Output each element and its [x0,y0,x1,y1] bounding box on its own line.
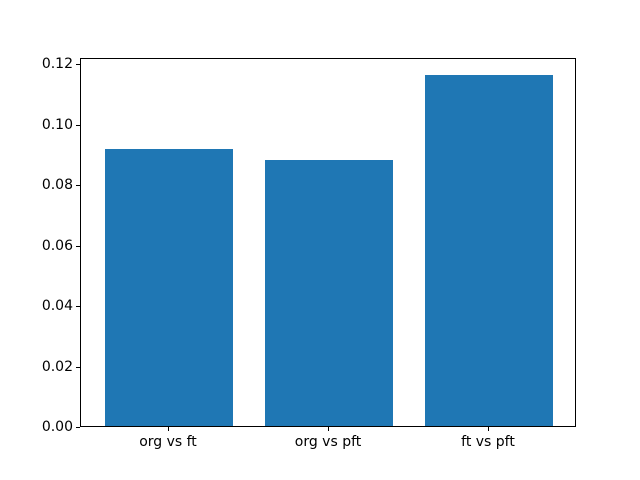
y-tick-mark [76,427,80,428]
y-tick-mark [76,185,80,186]
y-tick-label: 0.06 [41,237,73,254]
y-tick-mark [76,367,80,368]
y-tick-label: 0.02 [41,358,73,375]
y-tick-label: 0.12 [41,56,73,73]
y-tick-mark [76,125,80,126]
bar-org-vs-pft [265,160,393,426]
y-tick-label: 0.10 [41,116,73,133]
y-tick-mark [76,64,80,65]
plot-area [80,58,576,427]
y-tick-label: 0.08 [41,177,73,194]
bar-ft-vs-pft [425,74,553,426]
x-tick-label: ft vs pft [461,434,515,450]
x-tick-label: org vs pft [294,434,362,450]
x-tick-mark [168,427,169,431]
y-tick-mark [76,306,80,307]
y-tick-label: 0.00 [41,419,73,435]
x-tick-mark [488,427,489,431]
x-tick-label: org vs ft [139,434,197,450]
x-tick-mark [328,427,329,431]
y-tick-mark [76,246,80,247]
y-tick-label: 0.04 [41,298,73,315]
bar-org-vs-ft [105,149,233,426]
